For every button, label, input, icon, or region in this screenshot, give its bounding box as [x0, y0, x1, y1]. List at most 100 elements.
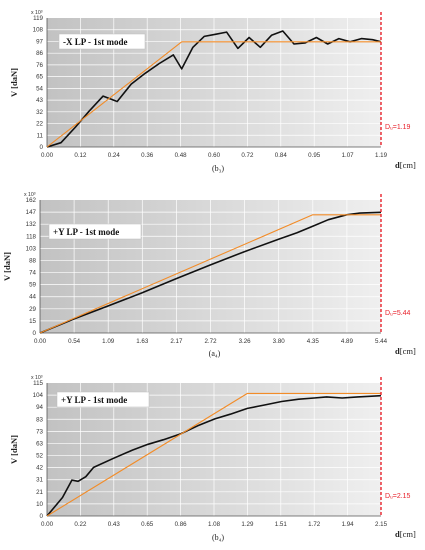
x-tick-label: 0.86: [175, 521, 188, 528]
y-tick-label: 11: [37, 132, 44, 139]
x-tick-label: 0.54: [68, 338, 81, 345]
x-axis-title-unit: [cm]: [400, 346, 416, 356]
y-tick-label: 162: [26, 197, 37, 204]
x-tick-label: 3.26: [239, 338, 252, 345]
legend-box: [58, 33, 146, 50]
y-tick-label: 86: [36, 50, 43, 57]
x-tick-label: 1.94: [342, 521, 355, 528]
y-tick-label: 0: [33, 330, 37, 337]
x-tick-label: 1.19: [375, 152, 388, 159]
y-tick-label: 31: [36, 477, 43, 484]
y-axis-title: V [daN]: [9, 68, 19, 97]
x-tick-label: 0.65: [141, 521, 154, 528]
ultimate-displacement-label: Dᵤ=1.19: [385, 124, 411, 131]
y-tick-label: 63: [36, 440, 43, 447]
y-tick-label: 115: [33, 380, 43, 387]
y-tick-label: 43: [36, 97, 43, 104]
y-tick-label: 108: [33, 27, 44, 34]
y-tick-label: 83: [36, 416, 43, 423]
x-tick-label: 1.08: [208, 521, 221, 528]
x-tick-label: 1.09: [102, 338, 115, 345]
y-tick-label: 118: [26, 233, 36, 240]
y-tick-label: 42: [36, 465, 43, 472]
x-tick-label: 2.17: [170, 338, 183, 345]
x-tick-label: 1.63: [136, 338, 149, 345]
x-tick-label: 0.22: [74, 521, 87, 528]
x-tick-label: 4.89: [341, 338, 354, 345]
y-tick-label: 52: [36, 453, 43, 460]
y-tick-label: 0: [40, 144, 44, 151]
y-tick-label: 59: [29, 282, 36, 289]
y-axis-title: V [daN]: [2, 252, 12, 281]
x-axis-title-unit: [cm]: [400, 160, 416, 170]
y-tick-label: 74: [29, 270, 36, 277]
x-tick-label: 2.72: [204, 338, 217, 345]
y-tick-label: 44: [29, 294, 36, 301]
y-tick-label: 21: [36, 489, 43, 496]
x-tick-label: 0.00: [34, 338, 47, 345]
y-tick-label: 104: [33, 392, 44, 399]
x-tick-label: 1.51: [275, 521, 288, 528]
ultimate-displacement-label: Dᵤ=2.15: [385, 493, 411, 500]
y-tick-label: 147: [26, 209, 37, 216]
chart-panel-1: 0.00 0.12 0.24 0.36 0.48 0.60 0.72 0.84 0.95 1.07…: [9, 10, 416, 173]
x-axis-title: d[cm]: [395, 160, 416, 170]
x-axis-title-unit: [cm]: [400, 529, 416, 539]
x-tick-label: 0.24: [108, 152, 121, 159]
legend-label: +Y LP - 1st mode: [61, 395, 127, 405]
y-tick-label: 97: [36, 38, 43, 45]
x-tick-label: 1.07: [342, 152, 355, 159]
y-tick-label: 10: [36, 501, 43, 508]
x-tick-label: 0.00: [41, 152, 54, 159]
y-tick-label: 76: [36, 62, 43, 69]
x-axis-title: d[cm]: [395, 346, 416, 356]
capacity-curve: [39, 211, 382, 334]
y-exponent-label: x 10³: [31, 10, 43, 16]
legend-box: [48, 223, 142, 240]
x-axis-title-symbol: d: [395, 346, 400, 356]
x-tick-label: 0.72: [241, 152, 254, 159]
x-tick-label: 0.36: [141, 152, 154, 159]
x-tick-label: 3.80: [273, 338, 286, 345]
x-axis-title: d[cm]: [395, 529, 416, 539]
y-tick-label: 0: [40, 513, 44, 520]
x-tick-label: 0.48: [175, 152, 188, 159]
x-tick-label: 0.43: [108, 521, 121, 528]
y-tick-label: 103: [26, 245, 37, 252]
x-tick-label: 0.84: [275, 152, 288, 159]
x-tick-label: 5.44: [375, 338, 388, 345]
x-tick-label: 2.15: [375, 521, 388, 528]
capacity-curve: [46, 394, 382, 517]
y-tick-label: 54: [36, 85, 43, 92]
y-tick-label: 132: [26, 221, 37, 228]
y-tick-label: 73: [36, 428, 43, 435]
chart-panel-2: 0.00 0.54 1.09 1.63 2.17 2.72 3.26 3.80 4.35 4.89…: [2, 192, 416, 358]
x-tick-label: 1.72: [308, 521, 321, 528]
panel-subtitle: (b₃): [212, 164, 224, 173]
y-tick-label: 88: [29, 257, 36, 264]
y-tick-label: 94: [36, 404, 43, 411]
panel-subtitle: (a₄): [209, 349, 221, 358]
ultimate-displacement-label: Dᵤ=5.44: [385, 310, 411, 317]
y-exponent-label: x 10³: [24, 192, 36, 198]
y-tick-label: 119: [33, 15, 43, 22]
bilinear-curve: [46, 392, 381, 517]
y-tick-label: 65: [36, 74, 43, 81]
legend-box: [56, 391, 150, 408]
y-tick-label: 29: [29, 306, 36, 313]
bilinear-curve: [39, 214, 381, 334]
x-tick-label: 0.00: [41, 521, 54, 528]
x-tick-label: 0.60: [208, 152, 221, 159]
x-axis-title-symbol: d: [395, 529, 400, 539]
x-tick-label: 4.35: [307, 338, 320, 345]
legend-label: +Y LP - 1st mode: [53, 227, 119, 237]
x-tick-label: 1.29: [241, 521, 254, 528]
x-axis-title-symbol: d: [395, 160, 400, 170]
x-tick-label: 0.12: [74, 152, 87, 159]
y-axis-title: V [daN]: [9, 435, 19, 464]
panel-subtitle: (b₄): [212, 533, 224, 542]
bilinear-curve: [46, 41, 381, 148]
y-tick-label: 32: [36, 109, 43, 116]
chart-panel-3: 0.00 0.22 0.43 0.65 0.86 1.08 1.29 1.51 1.72 1.94…: [9, 375, 416, 542]
